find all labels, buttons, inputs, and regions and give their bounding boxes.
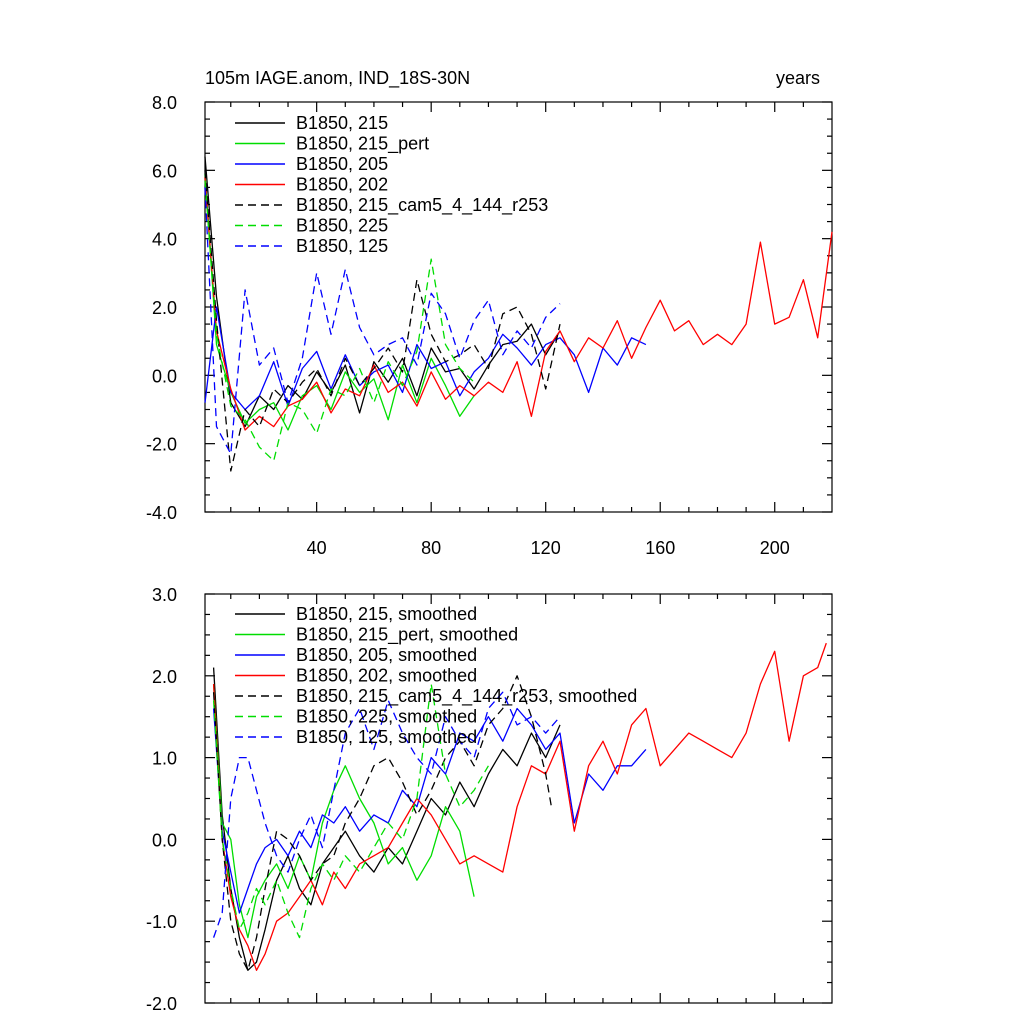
top-chart-panel: -4.0 -2.0 0.0 2.0 4.0 6.0 8.0 40 80 120 160 200 B185… <box>146 93 833 558</box>
x-tick-label: 40 <box>307 538 327 558</box>
legend-label: B1850, 215, smoothed <box>296 604 477 624</box>
x-tick-label: 200 <box>760 538 790 558</box>
y-tick-label: 3.0 <box>152 585 177 605</box>
y-tick-label: 0.0 <box>152 366 177 386</box>
series-line-b1850-225-smoothed <box>212 683 489 939</box>
legend-label: B1850, 215_pert, smoothed <box>296 625 518 646</box>
bottom-chart-panel: -2.0 -1.0 0.0 1.0 2.0 3.0 B1850, 215, smoothed… <box>146 585 833 1014</box>
series-line-b1850-205 <box>204 306 647 411</box>
y-tick-label: -1.0 <box>146 912 177 932</box>
top-chart-title: 105m IAGE.anom, IND_18S-30N <box>205 68 470 89</box>
legend-label: B1850, 205, smoothed <box>296 645 477 665</box>
legend-label: B1850, 215_cam5_4_144_r253 <box>296 195 548 216</box>
series-line-b1850-125 <box>204 187 561 455</box>
y-tick-label: -2.0 <box>146 994 177 1014</box>
series-line-b1850-215-smoothed <box>212 667 561 971</box>
series-line-b1850-202-smoothed <box>212 642 827 971</box>
series-line-b1850-125-smoothed <box>212 691 561 938</box>
series-line-b1850-205-smoothed <box>212 707 647 914</box>
x-tick-label: 120 <box>531 538 561 558</box>
series-line-b1850-215-cam5-4-144-r253 <box>204 170 561 472</box>
y-tick-label: 2.0 <box>152 667 177 687</box>
series-line-b1850-215-cam5-4-144-r253-smoothed <box>212 675 553 971</box>
legend-label: B1850, 125, smoothed <box>296 727 477 747</box>
legend-label: B1850, 125 <box>296 236 388 256</box>
series-line-b1850-202 <box>204 177 833 431</box>
series-line-b1850-225 <box>204 180 475 462</box>
x-tick-label: 160 <box>645 538 675 558</box>
legend-label: B1850, 225 <box>296 216 388 236</box>
y-tick-label: 2.0 <box>152 298 177 318</box>
legend-label: B1850, 202, smoothed <box>296 666 477 686</box>
y-tick-label: 1.0 <box>152 749 177 769</box>
y-tick-label: -2.0 <box>146 435 177 455</box>
y-tick-label: 4.0 <box>152 230 177 250</box>
legend-label: B1850, 205 <box>296 154 388 174</box>
legend-label: B1850, 202 <box>296 175 388 195</box>
y-tick-label: -4.0 <box>146 503 177 523</box>
legend-label: B1850, 215 <box>296 113 388 133</box>
legend-label: B1850, 215_cam5_4_144_r253, smoothed <box>296 686 637 707</box>
y-tick-label: 8.0 <box>152 93 177 113</box>
legend-label: B1850, 225, smoothed <box>296 707 477 727</box>
y-tick-label: 0.0 <box>152 830 177 850</box>
series-line-b1850-215-pert-smoothed <box>212 683 475 939</box>
top-chart-units: years <box>776 68 820 88</box>
x-tick-label: 80 <box>421 538 441 558</box>
y-tick-label: 6.0 <box>152 161 177 181</box>
legend-label: B1850, 215_pert <box>296 134 429 155</box>
